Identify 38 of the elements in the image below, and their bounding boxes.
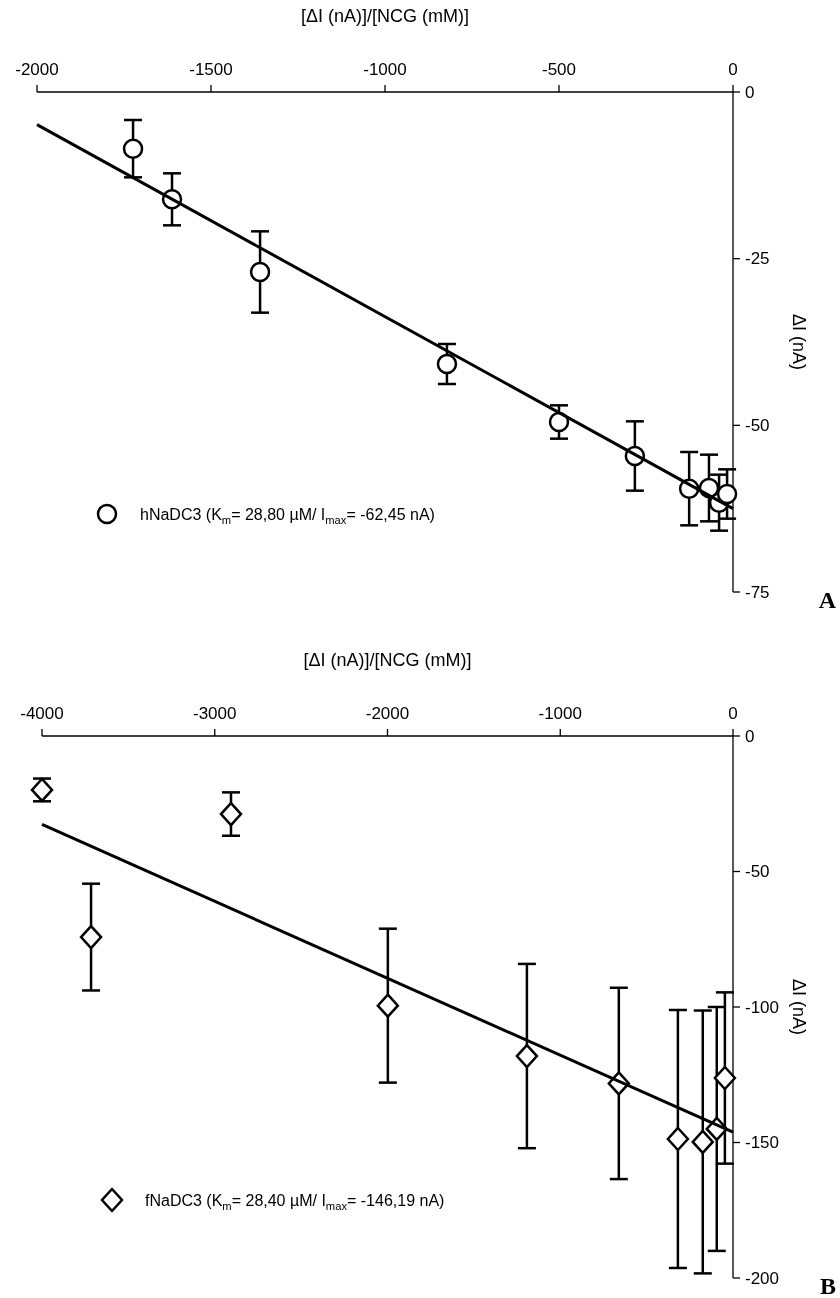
legend-label: hNaDC3 (K$_{m}$= 28,80 µM/ I$_{max}$= -62,45 nA) xyxy=(140,505,435,526)
text: A xyxy=(818,587,837,613)
y-tick-label: 0 xyxy=(745,726,755,746)
point xyxy=(376,993,400,1018)
y-tick-label: -200 xyxy=(745,1268,780,1288)
point xyxy=(666,1126,690,1152)
x-tick-label: -2000 xyxy=(15,60,59,79)
y-tick-label: -25 xyxy=(745,249,770,269)
point xyxy=(219,801,243,827)
x-tick-label: -1000 xyxy=(538,704,582,723)
y-tick-label: 0 xyxy=(745,82,755,102)
y-tick-label: -150 xyxy=(745,1133,780,1152)
x-tick-label: -2000 xyxy=(365,704,410,723)
y-tick-label: -50 xyxy=(745,415,770,435)
x-tick-label: -4000 xyxy=(20,704,64,723)
point xyxy=(436,353,458,375)
point xyxy=(691,1129,715,1155)
x-tick-label: -3000 xyxy=(193,704,237,723)
text: B xyxy=(819,1273,836,1298)
y-axis-title: ΔI (nA) xyxy=(789,978,809,1036)
x-axis-title: [ΔI (nA)]/[NCG (mM)] xyxy=(303,650,472,670)
point xyxy=(716,483,738,505)
point xyxy=(713,1065,737,1091)
point xyxy=(122,138,144,159)
y-tick-label: -50 xyxy=(745,862,770,881)
y-tick-label: -100 xyxy=(745,997,780,1017)
point xyxy=(515,1043,539,1069)
x-axis-title: [ΔI (nA)]/[NCG (mM)] xyxy=(300,6,470,26)
x-tick-label: -500 xyxy=(541,60,577,79)
y-axis-title: ΔI (nA) xyxy=(789,313,809,371)
x-tick-label: -1000 xyxy=(363,60,407,79)
x-tick-label: 0 xyxy=(728,60,738,79)
y-tick-label: -75 xyxy=(745,582,770,602)
point xyxy=(79,924,103,950)
x-tick-label: -1500 xyxy=(189,60,233,79)
x-tick-label: 0 xyxy=(728,704,738,723)
legend-label: fNaDC3 (K$_{m}$= 28,40 µM/ I$_{max}$= -146,19 nA) xyxy=(145,1191,445,1212)
point xyxy=(249,261,271,283)
